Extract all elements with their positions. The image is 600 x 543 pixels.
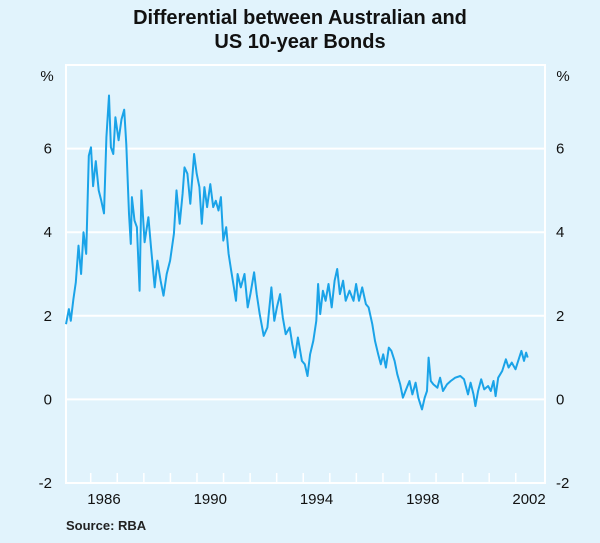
y-tick-label-right: 0: [556, 391, 564, 408]
y-tick-label-left: 2: [44, 308, 52, 325]
y-tick-label-left: 4: [44, 224, 52, 241]
y-axis-unit-right: %: [556, 68, 569, 85]
y-axis-unit-left: %: [40, 68, 53, 85]
x-tick-label: 1990: [194, 491, 227, 508]
source-note: Source: RBA: [66, 518, 147, 533]
y-tick-label-right: 6: [556, 141, 564, 158]
plot-frame: [65, 64, 546, 484]
x-tick-label: 1986: [87, 491, 120, 508]
y-tick-label-left: 0: [44, 391, 52, 408]
x-tick-label: 2002: [512, 491, 545, 508]
x-axis-ticks: [89, 473, 517, 483]
chart-title-line-2: US 10-year Bonds: [214, 31, 385, 53]
y-axis-labels: -2 -2 0 0 2 2 4 4 6 6: [39, 141, 570, 492]
y-tick-label-left: 6: [44, 141, 52, 158]
series-line-differential: [65, 94, 529, 411]
y-tick-label-right: -2: [556, 475, 569, 492]
y-tick-label-right: 2: [556, 308, 564, 325]
y-tick-label-left: -2: [39, 475, 52, 492]
y-tick-label-right: 4: [556, 224, 564, 241]
x-axis-labels: 1986 1990 1994 1998 2002: [87, 491, 545, 508]
chart-title-line-1: Differential between Australian and: [133, 7, 467, 29]
x-tick-label: 1998: [406, 491, 439, 508]
x-tick-label: 1994: [300, 491, 333, 508]
